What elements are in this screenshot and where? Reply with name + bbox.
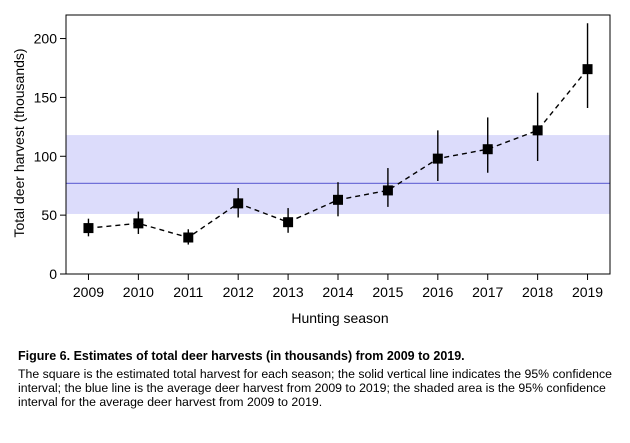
x-tick-label-2013: 2013	[273, 284, 304, 300]
y-tick-label-150: 150	[34, 89, 58, 105]
data-point-2018	[532, 125, 543, 136]
figure-caption: Figure 6. Estimates of total deer harves…	[18, 348, 618, 409]
y-tick-label-50: 50	[41, 207, 57, 223]
data-point-2013	[283, 217, 294, 228]
data-point-2016	[432, 153, 443, 164]
data-point-2017	[482, 144, 493, 155]
x-axis-label: Hunting season	[291, 310, 388, 326]
x-tick-label-2014: 2014	[322, 284, 353, 300]
data-point-2015	[382, 185, 393, 196]
data-point-2010	[133, 218, 144, 229]
x-tick-label-2016: 2016	[422, 284, 453, 300]
y-tick-label-200: 200	[34, 31, 58, 47]
y-tick-label-0: 0	[49, 266, 57, 282]
data-point-2012	[233, 198, 244, 209]
data-point-2009	[83, 223, 94, 234]
x-tick-label-2018: 2018	[522, 284, 553, 300]
deer-harvest-chart: 0 50 100 150 200 2009 2010 2011 2012 2013 2014 2015…	[11, 14, 611, 326]
data-point-2019	[582, 64, 593, 75]
x-tick-label-2009: 2009	[73, 284, 104, 300]
x-tick-label-2010: 2010	[123, 284, 154, 300]
y-axis-label: Total deer harvest (thousands)	[11, 48, 27, 237]
x-tick-label-2012: 2012	[223, 284, 254, 300]
caption-body: The square is the estimated total harves…	[18, 367, 613, 409]
data-point-2014	[333, 194, 343, 205]
data-point-2011	[183, 232, 194, 243]
x-tick-label-2011: 2011	[173, 284, 203, 300]
y-tick-label-100: 100	[34, 148, 58, 164]
x-tick-label-2017: 2017	[472, 284, 503, 300]
x-tick-label-2015: 2015	[372, 284, 403, 300]
x-tick-label-2019: 2019	[572, 284, 603, 300]
caption-title: Figure 6. Estimates of total deer harves…	[18, 349, 465, 363]
